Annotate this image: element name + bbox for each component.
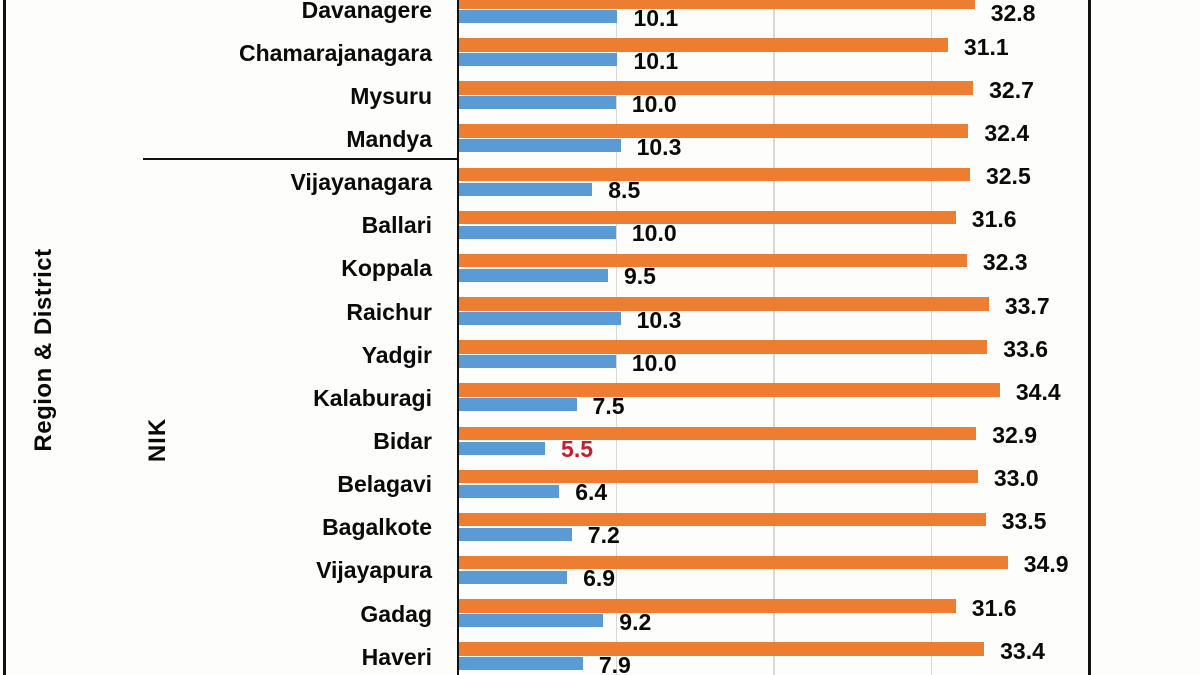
bar-blue-chamarajanagara <box>458 53 618 67</box>
district-label-yadgir: Yadgir <box>361 341 432 368</box>
value-label-orange-raichur: 33.7 <box>1004 292 1050 319</box>
district-label-chamarajanagara: Chamarajanagara <box>238 39 432 66</box>
district-label-mysuru: Mysuru <box>350 82 432 109</box>
district-label-koppala: Koppala <box>341 255 432 282</box>
bar-blue-raichur <box>458 312 621 326</box>
district-label-raichur: Raichur <box>346 298 432 325</box>
bar-orange-kalaburagi <box>458 383 1000 397</box>
district-label-belagavi: Belagavi <box>337 471 432 498</box>
gridline-20 <box>773 0 775 675</box>
value-label-blue-yadgir: 10.0 <box>631 349 677 376</box>
value-label-orange-mysuru: 32.7 <box>989 76 1034 103</box>
value-label-orange-vijayanagara: 32.5 <box>985 163 1031 190</box>
bar-blue-ballari <box>458 225 616 239</box>
bar-orange-koppala <box>458 253 967 268</box>
bar-blue-mysuru <box>458 96 616 110</box>
bar-blue-vijayapura <box>458 570 568 584</box>
value-label-blue-haveri: 7.9 <box>598 651 631 675</box>
value-label-orange-bidar: 32.9 <box>992 422 1038 448</box>
bar-blue-haveri <box>458 657 583 671</box>
value-label-orange-kalaburagi: 34.4 <box>1015 378 1061 405</box>
bar-orange-ballari <box>458 210 956 225</box>
district-label-mandya: Mandya <box>346 125 432 152</box>
bar-orange-mysuru <box>458 81 974 95</box>
value-label-orange-gadag: 31.6 <box>971 594 1017 621</box>
value-label-blue-ballari: 10.0 <box>631 220 677 247</box>
value-label-orange-mandya: 32.4 <box>984 119 1030 146</box>
value-label-blue-mandya: 10.3 <box>636 133 682 160</box>
value-label-orange-davanagere: 32.8 <box>990 0 1036 26</box>
value-axis-line <box>456 0 459 675</box>
district-label-davanagere: Davanagere <box>301 0 432 23</box>
value-label-blue-gadag: 9.2 <box>619 608 652 635</box>
bar-orange-haveri <box>458 642 985 656</box>
value-label-orange-koppala: 32.3 <box>982 249 1028 276</box>
bar-blue-mandya <box>458 139 621 153</box>
bar-blue-gadag <box>458 614 604 628</box>
value-label-blue-bagalkote: 7.2 <box>587 522 620 549</box>
value-label-blue-kalaburagi: 7.5 <box>592 392 625 419</box>
gridline-30 <box>930 0 933 675</box>
district-label-bidar: Bidar <box>373 428 432 454</box>
bar-blue-belagavi <box>458 484 560 498</box>
value-label-orange-chamarajanagara: 31.1 <box>963 33 1009 60</box>
district-label-kalaburagi: Kalaburagi <box>313 384 432 411</box>
gridline-10 <box>615 0 618 675</box>
district-label-haveri: Haveri <box>361 643 432 670</box>
bar-blue-bagalkote <box>458 527 572 541</box>
value-label-blue-chamarajanagara: 10.1 <box>633 47 679 74</box>
district-label-bagalkote: Bagalkote <box>322 514 432 541</box>
region-separator-line <box>143 158 458 161</box>
bar-orange-raichur <box>458 297 989 311</box>
bar-orange-yadgir <box>458 340 988 354</box>
value-label-blue-bidar: 5.5 <box>561 436 594 462</box>
value-label-blue-vijayapura: 6.9 <box>583 565 616 592</box>
value-label-orange-haveri: 33.4 <box>1000 637 1045 664</box>
value-label-orange-yadgir: 33.6 <box>1003 335 1049 362</box>
bar-orange-gadag <box>458 599 956 613</box>
value-label-orange-ballari: 31.6 <box>971 206 1017 233</box>
value-label-blue-raichur: 10.3 <box>636 306 682 333</box>
chart-left-border <box>3 0 6 675</box>
bar-blue-bidar <box>458 441 546 455</box>
bar-orange-mandya <box>458 124 969 138</box>
bar-blue-yadgir <box>458 355 616 369</box>
bar-orange-vijayapura <box>458 555 1008 570</box>
value-label-blue-belagavi: 6.4 <box>575 479 608 506</box>
value-label-orange-bagalkote: 33.5 <box>1001 508 1047 535</box>
district-label-gadag: Gadag <box>360 600 432 627</box>
bar-blue-vijayanagara <box>458 182 593 196</box>
bar-orange-belagavi <box>458 469 978 484</box>
bar-orange-vijayanagara <box>458 167 970 182</box>
bar-blue-davanagere <box>458 10 618 23</box>
value-label-blue-davanagere: 10.1 <box>633 4 679 31</box>
district-label-vijayanagara: Vijayanagara <box>290 169 432 196</box>
bar-orange-bidar <box>458 426 977 440</box>
district-label-vijayapura: Vijayapura <box>316 557 432 584</box>
bar-orange-bagalkote <box>458 512 986 527</box>
value-label-blue-koppala: 9.5 <box>624 263 656 290</box>
bar-orange-davanagere <box>458 0 975 9</box>
value-label-blue-vijayanagara: 8.5 <box>608 177 641 204</box>
value-label-blue-mysuru: 10.0 <box>631 90 677 117</box>
plot-right-border <box>1088 0 1091 675</box>
value-label-orange-vijayapura: 34.9 <box>1023 551 1069 578</box>
value-label-orange-belagavi: 33.0 <box>993 465 1039 492</box>
bar-blue-kalaburagi <box>458 398 577 412</box>
district-label-ballari: Ballari <box>361 212 432 239</box>
bar-blue-koppala <box>458 268 608 282</box>
bar-orange-chamarajanagara <box>458 38 948 52</box>
